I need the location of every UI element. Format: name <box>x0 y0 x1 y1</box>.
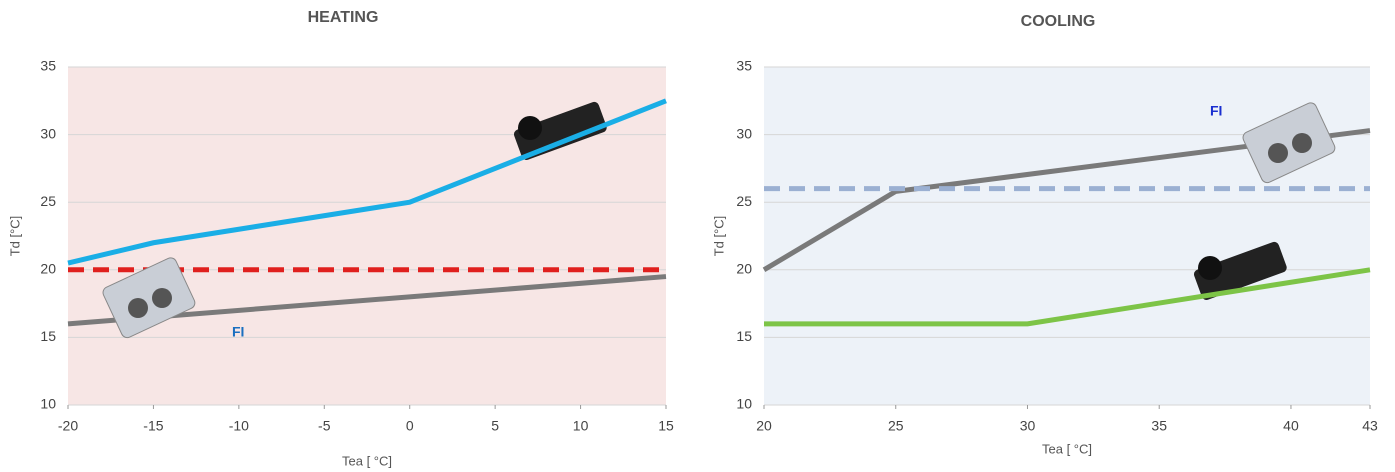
y-tick-label: 10 <box>736 396 752 412</box>
x-tick-label: 43 <box>1362 418 1378 434</box>
x-tick-label: 20 <box>756 418 772 434</box>
x-tick-label: 30 <box>1020 418 1036 434</box>
x-tick-label: 15 <box>658 418 674 434</box>
y-tick-label: 20 <box>736 261 752 277</box>
x-tick-label: 35 <box>1151 418 1167 434</box>
y-tick-label: 30 <box>736 125 752 141</box>
line-chart: COOLING Td [°C] Tea [ °C] 10 15 20 25 30 35 20 25 3… <box>711 13 1378 456</box>
unit-port <box>1198 256 1222 280</box>
device-port <box>1292 133 1312 153</box>
y-axis-label: Td [°C] <box>711 216 726 257</box>
annotation: FI <box>1210 103 1222 119</box>
x-tick-label: 0 <box>406 418 414 434</box>
unit-body <box>1193 241 1287 300</box>
y-tick-label: 25 <box>736 193 752 209</box>
series-line <box>764 267 1371 327</box>
x-tick-label: 25 <box>888 418 904 434</box>
y-tick-label: 35 <box>736 58 752 74</box>
x-axis-label: Tea [ °C] <box>1042 441 1092 456</box>
series-line <box>67 98 667 266</box>
annotation: FI <box>232 324 244 340</box>
unit-body <box>513 101 607 160</box>
x-tick-label: 10 <box>573 418 589 434</box>
y-tick-label: 15 <box>40 328 56 344</box>
chart-title: HEATING <box>308 9 379 26</box>
unit-port <box>518 116 542 140</box>
chart-title: COOLING <box>1021 13 1096 30</box>
x-tick-label: -5 <box>318 418 331 434</box>
y-tick-label: 15 <box>736 328 752 344</box>
y-tick-label: 35 <box>40 58 56 74</box>
device-port <box>152 288 172 308</box>
y-tick-label: 10 <box>40 396 56 412</box>
y-tick-label: 30 <box>40 125 56 141</box>
x-tick-label: -15 <box>143 418 163 434</box>
series-line <box>762 128 1371 272</box>
x-tick-label: -20 <box>58 418 78 434</box>
x-tick-label: -10 <box>229 418 249 434</box>
x-tick-label: 40 <box>1283 418 1299 434</box>
x-tick-label: 5 <box>491 418 499 434</box>
y-tick-label: 20 <box>40 261 56 277</box>
line-chart: HEATING Td [°C] Tea [ °C] 10 15 20 25 30 35 -20 -1… <box>7 9 674 468</box>
x-axis-label: Tea [ °C] <box>342 453 392 468</box>
device-body <box>102 257 196 339</box>
device-port <box>1268 143 1288 163</box>
device-port <box>128 298 148 318</box>
device-body <box>1242 102 1336 184</box>
y-tick-label: 25 <box>40 193 56 209</box>
y-axis-label: Td [°C] <box>7 216 22 257</box>
